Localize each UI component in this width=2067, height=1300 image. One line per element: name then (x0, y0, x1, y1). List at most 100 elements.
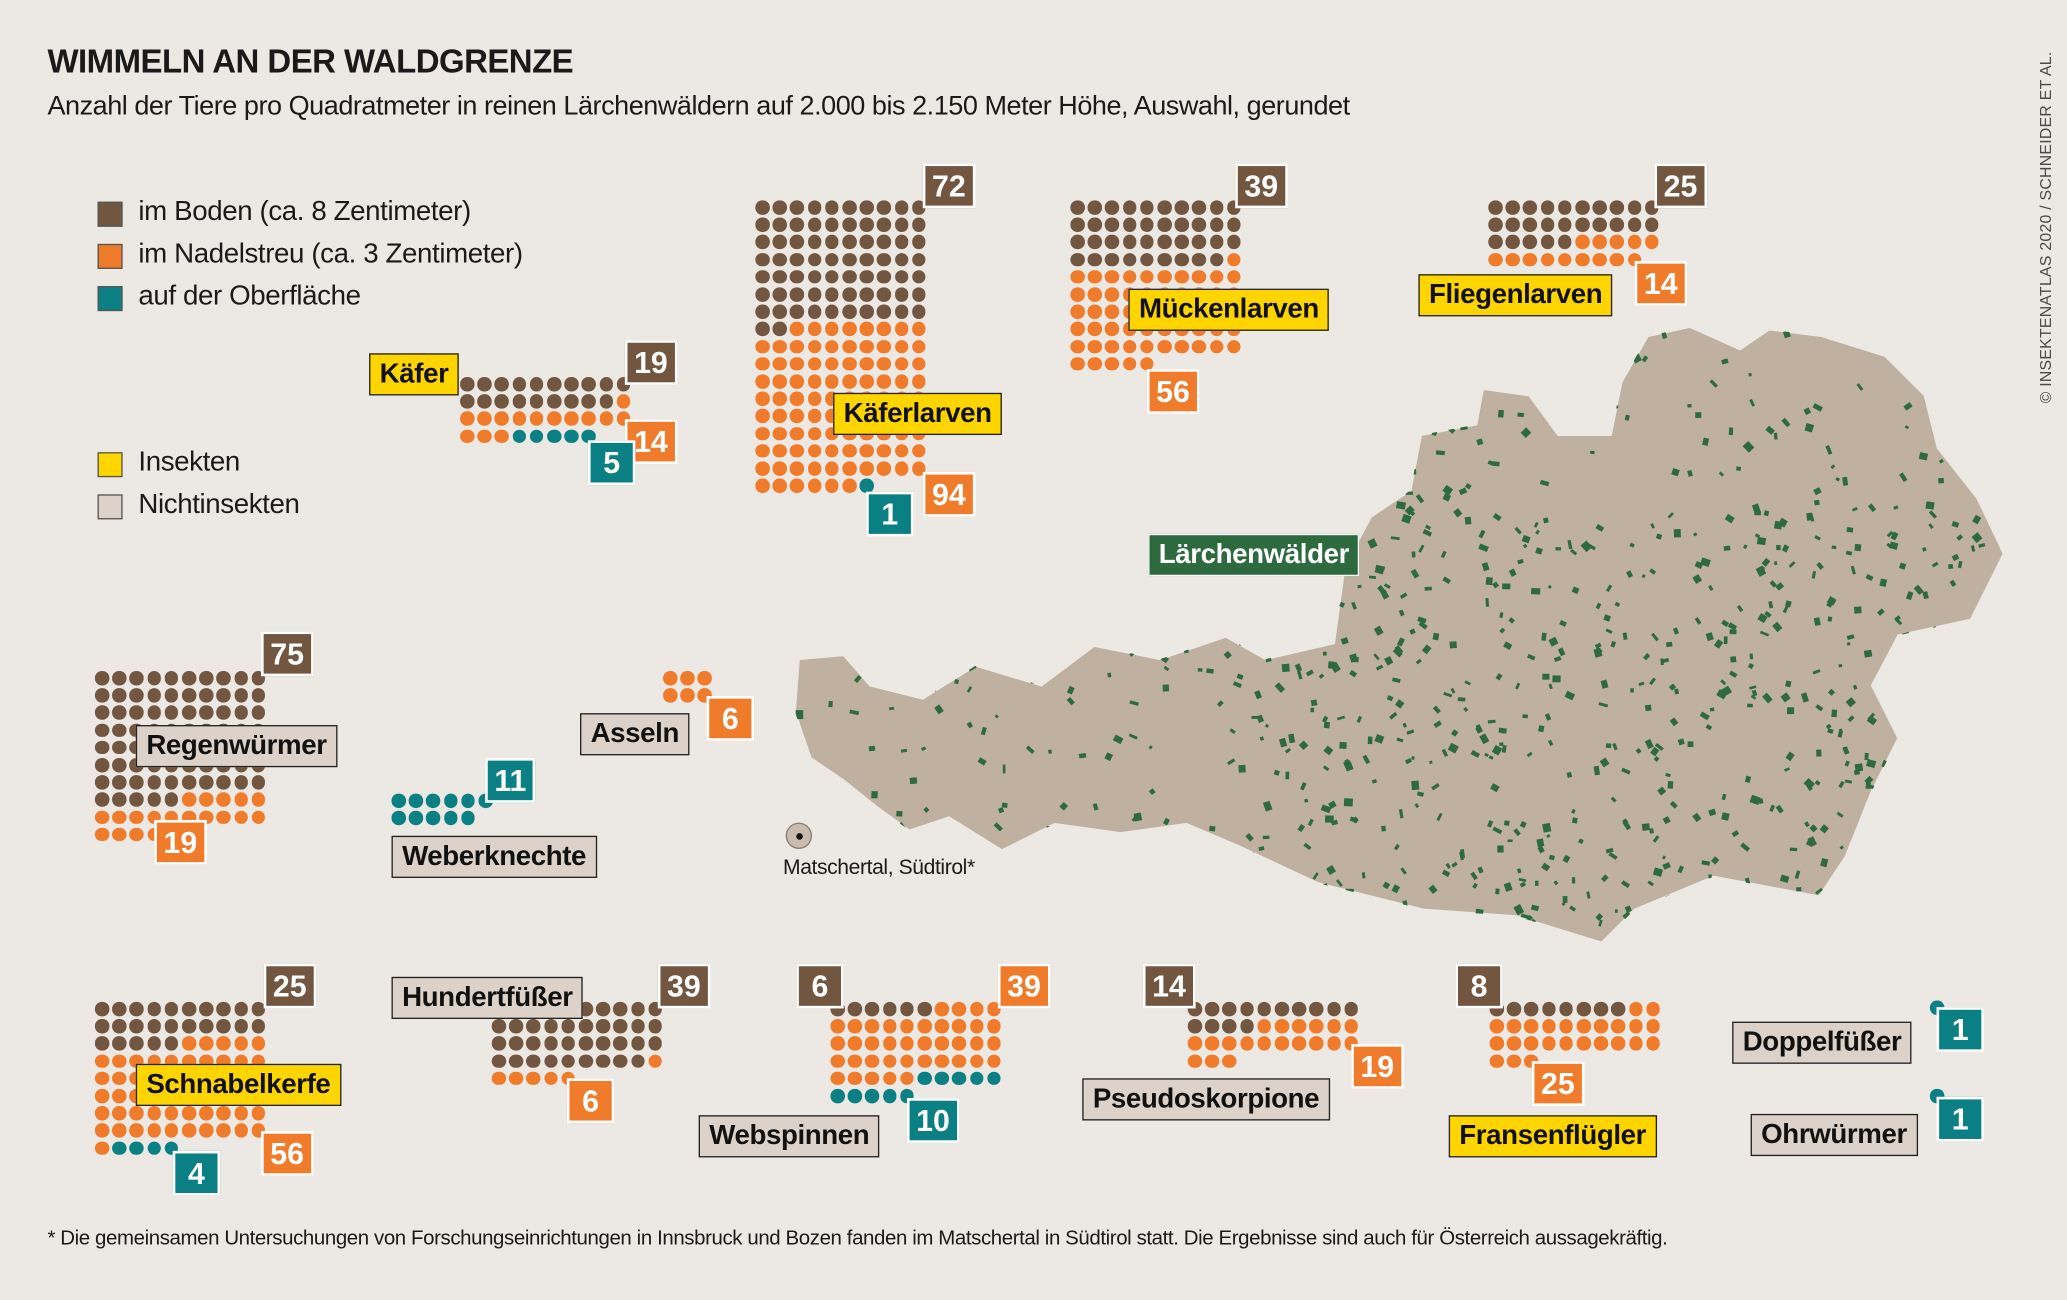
forest-patch (1289, 578, 1299, 586)
dot-boden (911, 304, 926, 319)
forest-patch (1898, 562, 1907, 570)
dot-boden (1523, 235, 1538, 250)
forest-patch (1971, 532, 1983, 544)
forest-patch (1004, 563, 1009, 572)
forest-patch (966, 634, 971, 640)
dot-nadelstreu (1087, 356, 1102, 371)
forest-patch (1001, 802, 1008, 808)
forest-patch (1517, 412, 1525, 418)
forest-patch (1913, 584, 1924, 596)
dot-boden (596, 1001, 611, 1016)
forest-patch (1667, 781, 1674, 789)
forest-patch (1336, 879, 1343, 887)
forest-patch (1571, 586, 1580, 595)
forest-patch (1950, 839, 1962, 849)
forest-patch (853, 674, 862, 684)
dot-oberflaeche (129, 1141, 144, 1156)
dot-boden (494, 394, 509, 409)
dot-nadelstreu (847, 1071, 862, 1086)
dot-nadelstreu (911, 374, 926, 389)
forest-patch (1382, 881, 1391, 890)
forest-patch (1754, 511, 1762, 516)
forest-patch (1886, 530, 1894, 538)
forest-patch (1443, 691, 1453, 698)
dot-nadelstreu (181, 1123, 196, 1138)
forest-patch (1626, 570, 1634, 578)
forest-patch (843, 834, 853, 844)
forest-patch (859, 567, 869, 577)
forest-patch (1307, 578, 1315, 589)
dot-boden (129, 1001, 144, 1016)
dot-nadelstreu (969, 1019, 984, 1034)
forest-patch (2001, 863, 2004, 868)
dot-nadelstreu (842, 461, 857, 476)
forest-patch (1131, 474, 1141, 484)
dot-boden (147, 1001, 162, 1016)
forest-patch (1729, 670, 1738, 678)
forest-patch (1399, 592, 1408, 600)
dot-boden (512, 394, 527, 409)
dot-oberflaeche (865, 1088, 880, 1103)
forest-patch (1287, 915, 1296, 924)
forest-patch (1773, 561, 1778, 566)
forest-patch (871, 791, 878, 799)
forest-patch (1442, 484, 1454, 496)
forest-patch (1635, 747, 1642, 755)
dot-boden (1557, 200, 1572, 215)
forest-patch (1928, 510, 1938, 519)
dot-nadelstreu (1592, 235, 1607, 250)
forest-patch (1702, 437, 1710, 446)
dot-boden (1557, 235, 1572, 250)
forest-patch (1693, 532, 1698, 537)
forest-patch (1819, 824, 1829, 834)
forest-patch (1184, 928, 1194, 937)
forest-patch (1988, 887, 1996, 896)
dot-boden (164, 1001, 179, 1016)
forest-patch (1414, 803, 1420, 809)
dot-nadelstreu (1488, 252, 1503, 267)
forest-patch (1537, 845, 1545, 854)
dot-boden (842, 200, 857, 215)
dot-nadelstreu (807, 461, 822, 476)
forest-patch (1541, 862, 1551, 872)
forest-patch (1590, 450, 1595, 455)
forest-patch (1449, 641, 1457, 649)
dot-nadelstreu (1087, 269, 1102, 284)
dot-boden (807, 269, 822, 284)
dot-nadelstreu (1628, 1036, 1643, 1051)
forest-patch (1965, 823, 1974, 830)
forest-patch (1987, 846, 1992, 853)
forest-patch (1586, 891, 1591, 899)
forest-patch (931, 638, 941, 645)
forest-patch (1723, 944, 1727, 948)
forest-patch (1879, 578, 1888, 587)
forest-patch (1915, 331, 1925, 341)
forest-patch (1411, 551, 1416, 558)
forest-patch (1024, 326, 1032, 334)
forest-patch (810, 929, 818, 939)
dot-boden (877, 269, 892, 284)
forest-patch (1603, 614, 1612, 622)
dot-nadelstreu (952, 1054, 967, 1069)
dot-boden (1227, 217, 1241, 232)
forest-patch (1569, 905, 1577, 912)
forest-patch (1335, 493, 1341, 499)
legend-label-nadelstreu: im Nadelstreu (ca. 3 Zentimeter) (138, 238, 523, 269)
forest-patch (1322, 432, 1329, 437)
dot-boden (1205, 1001, 1220, 1016)
forest-patch (1389, 711, 1398, 720)
dot-nadelstreu (1187, 1036, 1202, 1051)
forest-patch (1378, 444, 1385, 452)
forest-patch (1654, 742, 1664, 751)
dot-boden (491, 1019, 506, 1034)
dot-nadelstreu (251, 1036, 266, 1051)
forest-patch (1653, 756, 1660, 762)
dot-boden (755, 304, 770, 319)
group-label: Regenwürmer (135, 725, 338, 768)
dot-nadelstreu (877, 374, 892, 389)
dot-nadelstreu (952, 1019, 967, 1034)
dot-nadelstreu (807, 443, 822, 458)
forest-patch (1991, 492, 1999, 503)
dot-boden (755, 269, 770, 284)
group-label: Schnabelkerfe (135, 1063, 341, 1107)
